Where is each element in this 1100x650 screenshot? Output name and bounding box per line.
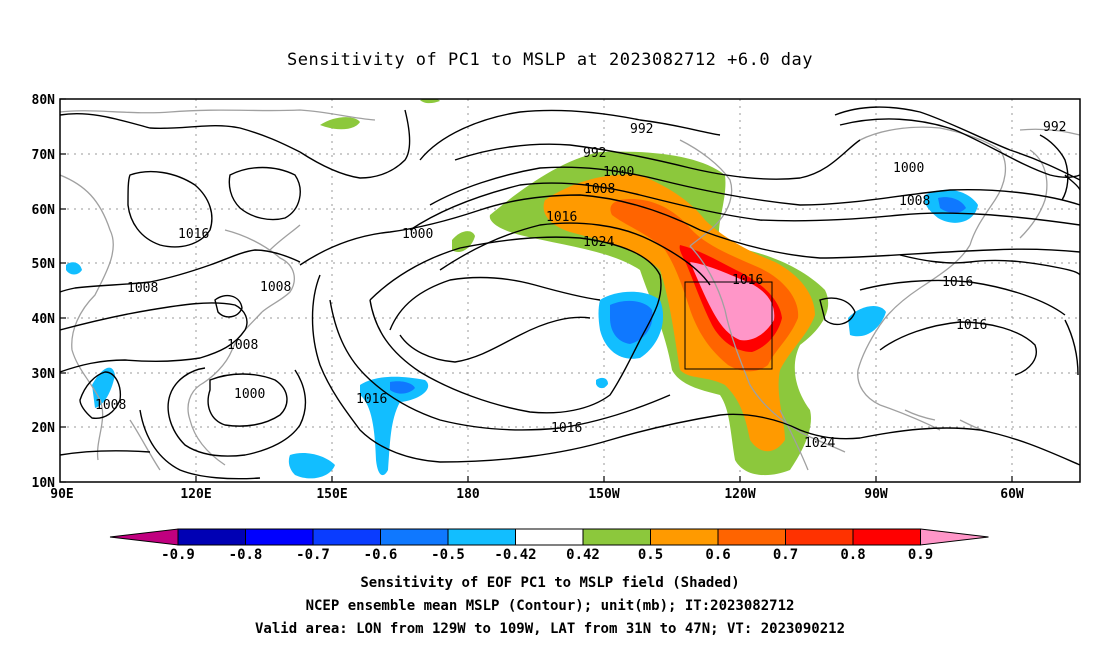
contour-label: 1008 — [95, 398, 126, 413]
lat-label: 20N — [32, 421, 56, 436]
lat-labels: 80N 70N 60N 50N 40N 30N 20N 10N — [32, 93, 56, 491]
lon-labels: 90E 120E 150E 180 150W 120W 90W 60W — [50, 487, 1024, 502]
colorbar-segment — [582, 528, 651, 546]
colorbar-label: 0.6 — [705, 547, 730, 563]
lat-label: 50N — [32, 257, 56, 272]
contour-label: 1016 — [546, 210, 577, 225]
shade-blue-hawaii — [360, 376, 429, 476]
shade-green-dateline — [452, 231, 475, 253]
colorbar — [109, 528, 989, 546]
contour-label: 1024 — [804, 436, 835, 451]
colorbar-label: 0.42 — [566, 547, 600, 563]
contour-label: 1000 — [234, 387, 265, 402]
colorbar-segment — [515, 528, 584, 546]
colorbar-label: -0.42 — [494, 547, 536, 563]
contour-label: 1016 — [551, 421, 582, 436]
contour-label: 1016 — [356, 392, 387, 407]
colorbar-label: -0.9 — [161, 547, 195, 563]
contour-label: 1008 — [899, 194, 930, 209]
lat-label: 80N — [32, 93, 56, 108]
colorbar-label: -0.5 — [431, 547, 465, 563]
shade-green-top — [420, 99, 440, 104]
contour-label: 1016 — [942, 275, 973, 290]
contour-label: 1024 — [583, 235, 614, 250]
colorbar-segment — [717, 528, 786, 546]
contour-label: 1016 — [178, 227, 209, 242]
contour-label: 1000 — [402, 227, 433, 242]
colorbar-tip-left — [109, 528, 179, 546]
coastlines — [60, 109, 1080, 471]
shade-blue-sw — [288, 453, 335, 479]
footer-line-2: NCEP ensemble mean MSLP (Contour); unit(… — [305, 598, 795, 614]
contour-label: 1008 — [260, 280, 291, 295]
colorbar-label: -0.7 — [296, 547, 330, 563]
contour-label: 992 — [630, 122, 653, 137]
contour-label: 1008 — [584, 182, 615, 197]
contour-label: 1016 — [732, 273, 763, 288]
contour-labels: 992 992 992 1000 1000 1000 1000 1008 100… — [95, 120, 1066, 451]
lon-label: 120W — [724, 487, 755, 502]
lat-label: 30N — [32, 367, 56, 382]
valid-area-box — [684, 281, 773, 370]
colorbar-label: 0.5 — [638, 547, 663, 563]
shade-blue-west — [92, 367, 115, 408]
shade-blue-atlantic — [848, 306, 886, 337]
colorbar-label: 0.8 — [840, 547, 865, 563]
colorbar-segment — [177, 528, 246, 546]
contour-label: 992 — [583, 146, 606, 161]
footer-line-3: Valid area: LON from 129W to 109W, LAT f… — [254, 621, 845, 637]
contour-label: 1008 — [227, 338, 258, 353]
contour-label: 1000 — [893, 161, 924, 176]
lon-label: 60W — [1000, 487, 1024, 502]
colorbar-label: 0.9 — [908, 547, 933, 563]
colorbar-segment — [447, 528, 516, 546]
shade-blue-hawaii-inner — [390, 381, 415, 394]
lat-label: 10N — [32, 476, 56, 491]
colorbar-segment — [785, 528, 854, 546]
colorbar-label: -0.8 — [229, 547, 263, 563]
colorbar-label: -0.6 — [364, 547, 398, 563]
axis-ticks — [60, 98, 1013, 483]
shade-blue-ne-inner — [938, 197, 966, 213]
colorbar-label: 0.7 — [773, 547, 798, 563]
contour-label: 1000 — [603, 165, 634, 180]
grid — [60, 99, 1080, 482]
lon-label: 90W — [864, 487, 888, 502]
lat-label: 70N — [32, 148, 56, 163]
colorbar-segment — [852, 528, 921, 546]
colorbar-segment — [312, 528, 381, 546]
sensitivity-shading — [66, 99, 978, 479]
lon-label: 150W — [588, 487, 619, 502]
shade-blue-pac-inner — [610, 300, 653, 344]
lon-label: 150E — [316, 487, 347, 502]
contour-label: 992 — [1043, 120, 1066, 135]
shade-blue-small2 — [66, 262, 82, 275]
colorbar-segment — [650, 528, 719, 546]
colorbar-segment — [380, 528, 449, 546]
chart-title: Sensitivity of PC1 to MSLP at 2023082712… — [286, 50, 813, 70]
colorbar-tip-right — [920, 528, 989, 546]
mslp-contours — [60, 106, 1080, 480]
lat-label: 40N — [32, 312, 56, 327]
footer-line-1: Sensitivity of EOF PC1 to MSLP field (Sh… — [360, 575, 740, 591]
colorbar-segment — [245, 528, 314, 546]
contour-label: 1016 — [956, 318, 987, 333]
lat-label: 60N — [32, 203, 56, 218]
lon-label: 180 — [456, 487, 480, 502]
lon-label: 90E — [50, 487, 73, 502]
shade-green-alaska — [320, 117, 360, 130]
lon-label: 120E — [180, 487, 211, 502]
shade-blue-small1 — [596, 377, 608, 389]
colorbar-labels: -0.9 -0.8 -0.7 -0.6 -0.5 -0.42 0.42 0.5 0.6 0.7 0.… — [161, 547, 933, 563]
map-frame — [59, 98, 1081, 483]
contour-label: 1008 — [127, 281, 158, 296]
